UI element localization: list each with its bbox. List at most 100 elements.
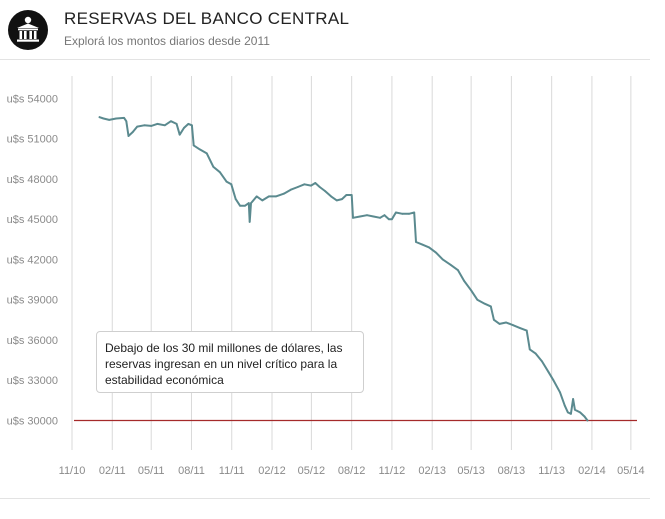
critical-level-annotation: Debajo de los 30 mil millones de dólares… [96,331,364,393]
data-point [570,412,572,415]
data-point [492,318,495,321]
data-point [127,135,130,137]
data-point [314,182,317,184]
data-point [108,118,111,121]
data-point [566,411,569,414]
data-point [125,120,128,123]
data-point [379,216,382,219]
x-tick-label: 02/14 [578,465,606,477]
data-point [372,215,375,218]
data-point [183,127,185,129]
data-point [230,183,233,186]
data-point [275,195,277,198]
data-point [225,180,228,183]
data-point [98,116,101,119]
data-point [187,123,190,125]
data-point [296,186,299,188]
data-point [345,194,348,196]
data-point [261,199,264,202]
x-tick-label: 05/13 [457,465,485,477]
x-tick-label: 08/13 [498,465,526,477]
x-tick-label: 05/12 [298,465,326,477]
data-point [131,131,134,133]
data-point [463,280,466,282]
data-point [435,251,438,254]
data-point [525,329,528,332]
x-tick-label: 11/10 [59,465,86,477]
data-point [563,404,566,407]
data-point [178,133,181,136]
chart-title: RESERVAS DEL BANCO CENTRAL [64,9,350,28]
data-point [136,125,139,128]
data-point [394,211,397,214]
y-tick-label: u$s 33000 [7,375,58,387]
data-point [115,117,118,120]
y-tick-label: u$s 42000 [7,254,58,266]
data-point [457,269,459,272]
header-divider [0,59,650,60]
data-point [205,152,208,155]
x-tick-label: 02/12 [258,465,286,477]
data-point [247,202,250,204]
data-point [512,324,515,327]
y-tick-label: u$s 48000 [7,174,58,186]
data-point [175,123,178,125]
x-tick-label: 05/11 [138,465,165,477]
data-point [143,124,146,127]
x-tick-label: 05/14 [617,465,645,477]
data-point [352,216,354,219]
data-point [583,415,586,418]
x-tick-label: 02/13 [418,465,446,477]
data-point [579,411,582,414]
data-point [428,246,431,249]
data-point [489,305,492,308]
data-point [243,204,246,207]
data-point [198,148,201,151]
data-point [324,190,326,192]
data-point [156,123,159,125]
data-point [282,192,285,195]
data-point [547,371,550,374]
data-point [310,184,312,187]
data-point [408,212,410,215]
data-point [415,241,417,243]
data-point [239,204,241,207]
data-point [248,220,251,223]
data-point [219,171,221,174]
data-point [255,195,258,198]
data-point [268,195,270,198]
data-point [212,165,215,168]
y-tick-label: u$s 36000 [7,335,58,347]
data-point [359,215,361,218]
data-point [528,348,531,351]
data-point [441,258,444,261]
bank-building-icon [8,10,48,50]
data-point [573,408,576,411]
data-point [234,198,237,200]
data-point [483,302,486,305]
data-point [413,211,416,214]
data-point [391,218,393,221]
data-point [192,144,195,147]
x-tick-label: 02/11 [99,465,126,477]
x-tick-label: 11/12 [379,465,406,477]
data-point [191,124,193,127]
data-point [387,218,390,221]
data-point [102,117,105,120]
data-point [505,321,508,324]
data-point [350,194,353,196]
y-tick-label: u$s 45000 [7,214,58,226]
data-point [476,298,479,301]
chart-subtitle: Explorá los montos diarios desde 2011 [64,34,270,48]
data-point [330,195,332,198]
data-point [421,243,424,246]
data-point [383,214,386,217]
y-tick-label: u$s 51000 [7,134,58,146]
data-point [366,214,368,217]
data-point [250,202,252,204]
x-tick-label: 08/11 [178,465,205,477]
data-point [163,124,166,127]
data-point [586,419,589,422]
y-tick-label: u$s 30000 [7,415,58,427]
